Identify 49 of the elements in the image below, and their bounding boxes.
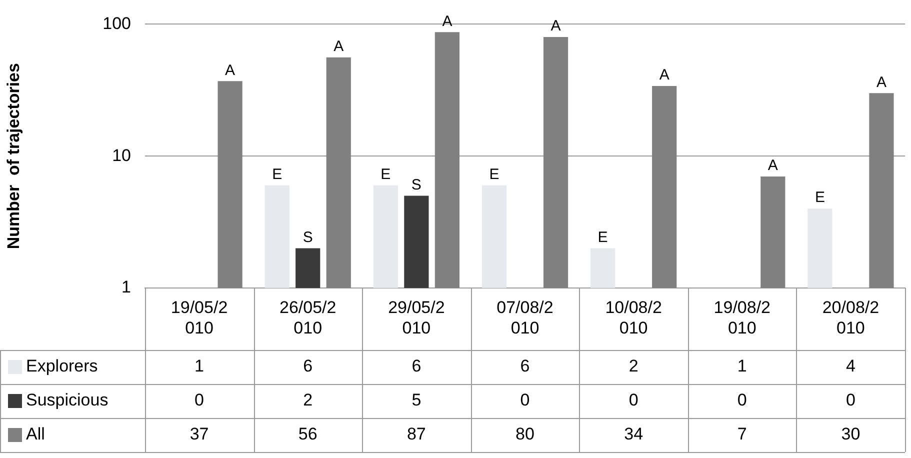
text: 0 (520, 390, 530, 410)
annotation: A (876, 74, 886, 91)
legend-label: Explorers (26, 356, 98, 376)
annotation: S (302, 228, 313, 246)
annotation: E (489, 166, 500, 183)
x-tick-label: 10/08/2010 (605, 298, 662, 338)
legend-label: All (26, 424, 45, 444)
annotation: E (598, 228, 608, 246)
annotation: E (272, 166, 282, 183)
data-label: 1 (737, 356, 747, 376)
data-label: 2 (628, 356, 638, 376)
annotation: A (659, 66, 670, 84)
x-tick-label: 29/05/2010 (388, 298, 445, 338)
data-label: 7 (737, 424, 747, 444)
data-label: 6 (520, 356, 530, 376)
x-tick-label: 26/05/2010 (279, 298, 336, 338)
text: 0 (846, 390, 856, 410)
annotation: A (768, 157, 778, 174)
x-tick-label: 07/08/2010 (496, 298, 554, 338)
y-axis-title: Number of trajectories (4, 63, 23, 250)
annotation: A (334, 38, 344, 56)
y-tick-label: 1 (122, 278, 131, 297)
data-label: 2 (303, 390, 313, 410)
data-label: 1 (194, 356, 204, 376)
data-label: 34 (624, 424, 644, 444)
legend-label: Suspicious (26, 390, 108, 410)
annotation: E (380, 166, 391, 183)
annotation: A (550, 18, 561, 35)
data-label: 6 (303, 356, 313, 376)
annotation: S (411, 176, 422, 194)
text: 0 (628, 390, 638, 410)
annotation: E (814, 189, 825, 206)
x-tick-label: 19/05/2010 (170, 298, 228, 338)
text: 0 (737, 390, 747, 410)
data-label: 6 (412, 356, 422, 376)
data-label: 5 (412, 390, 422, 410)
x-tick-label: 20/08/2010 (822, 298, 880, 338)
data-label: 4 (846, 356, 856, 376)
y-tick-label: 100 (102, 14, 131, 33)
data-label: 87 (406, 424, 426, 444)
annotation: A (225, 62, 236, 79)
y-tick-label: 10 (112, 146, 131, 165)
data-label: 30 (841, 424, 860, 444)
annotation: A (442, 12, 452, 30)
text: 0 (194, 390, 204, 410)
x-tick-label: 19/08/2010 (714, 298, 771, 338)
data-label: 80 (516, 424, 534, 444)
data-label: 37 (190, 424, 209, 444)
data-label: 56 (298, 424, 318, 444)
